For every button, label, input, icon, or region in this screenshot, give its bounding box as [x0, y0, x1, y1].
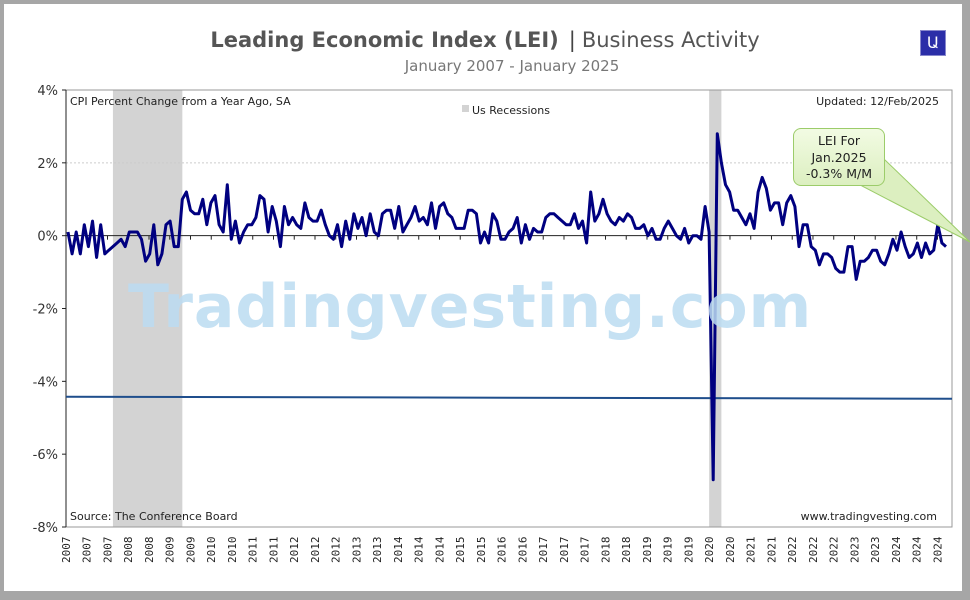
- x-tick-label: 2020: [724, 537, 737, 564]
- title-section: Business Activity: [581, 28, 760, 52]
- y-tick-label: 2%: [37, 157, 58, 172]
- x-tick-label: 2024: [911, 536, 924, 563]
- x-tick-label: 2016: [516, 537, 529, 564]
- x-tick-label: 2009: [184, 537, 197, 564]
- source-label: Source: The Conference Board: [70, 510, 238, 523]
- x-tick-label: 2012: [309, 537, 322, 564]
- x-tick-label: 2012: [330, 537, 343, 564]
- x-tick-label: 2017: [558, 537, 571, 564]
- x-tick-label: 2013: [350, 537, 363, 564]
- x-tick-label: 2009: [164, 537, 177, 564]
- x-tick-label: 2018: [599, 537, 612, 564]
- x-tick-label: 2022: [828, 537, 841, 564]
- y-tick-label: -8%: [33, 521, 58, 536]
- x-tick-label: 2014: [392, 536, 405, 563]
- x-tick-label: 2007: [60, 537, 73, 564]
- x-tick-label: 2015: [475, 537, 488, 564]
- x-tick-label: 2021: [745, 537, 758, 564]
- updated-label: Updated: 12/Feb/2025: [816, 95, 939, 108]
- title-main: Leading Economic Index (LEI): [210, 28, 559, 52]
- legend-swatch: [462, 105, 469, 112]
- website-label: www.tradingvesting.com: [801, 510, 937, 523]
- annotation-callout: LEI For Jan.2025 -0.3% M/M: [793, 128, 885, 186]
- x-tick-label: 2021: [765, 537, 778, 564]
- x-tick-label: 2011: [247, 537, 260, 564]
- brand-logo-icon: Ա: [920, 30, 946, 56]
- x-tick-label: 2020: [703, 537, 716, 564]
- x-tick-label: 2023: [848, 537, 861, 564]
- x-tick-label: 2014: [413, 536, 426, 563]
- x-tick-label: 2022: [786, 537, 799, 564]
- reference-line: [65, 395, 953, 400]
- chart-subtitle: January 2007 - January 2025: [404, 57, 620, 75]
- annotation-line-2: Jan.2025: [811, 149, 867, 165]
- logo-glyph: Ա: [926, 33, 940, 52]
- x-tick-label: 2007: [81, 537, 94, 564]
- x-tick-label: 2019: [641, 537, 654, 564]
- y-tick-label: -6%: [33, 448, 58, 463]
- x-tick-label: 2019: [662, 537, 675, 564]
- x-tick-label: 2015: [454, 537, 467, 564]
- annotation-line-1: LEI For: [817, 133, 861, 148]
- x-tick-label: 2011: [267, 537, 280, 564]
- x-tick-label: 2023: [869, 537, 882, 564]
- title-separator: |: [568, 28, 576, 52]
- x-tick-label: 2019: [682, 537, 695, 564]
- y-tick-label: -4%: [33, 375, 58, 390]
- x-tick-label: 2007: [101, 537, 114, 564]
- x-tick-label: 2018: [620, 537, 633, 564]
- x-tick-label: 2016: [496, 537, 509, 564]
- x-tick-label: 2024: [890, 536, 903, 563]
- x-tick-label: 2017: [579, 537, 592, 564]
- y-note: CPI Percent Change from a Year Ago, SA: [70, 95, 291, 108]
- x-tick-label: 2014: [433, 536, 446, 563]
- watermark: Tradingvesting.com: [128, 272, 813, 342]
- annotation-line-3: -0.3% M/M: [805, 166, 873, 181]
- x-tick-label: 2024: [931, 536, 944, 563]
- y-tick-label: 4%: [37, 84, 58, 99]
- x-tick-label: 2008: [143, 537, 156, 564]
- x-tick-label: 2010: [226, 537, 239, 564]
- y-tick-label: 0%: [37, 230, 58, 245]
- x-tick-label: 2012: [288, 537, 301, 564]
- legend-label: Us Recessions: [472, 104, 550, 117]
- lei-series-line: [66, 132, 947, 482]
- x-tick-label: 2022: [807, 537, 820, 564]
- chart-title: Leading Economic Index (LEI) | Business Ac…: [0, 28, 970, 52]
- x-tick-label: 2010: [205, 537, 218, 564]
- x-tick-label: 2008: [122, 537, 135, 564]
- y-tick-label: -2%: [33, 303, 58, 318]
- x-tick-label: 2017: [537, 537, 550, 564]
- x-tick-label: 2013: [371, 537, 384, 564]
